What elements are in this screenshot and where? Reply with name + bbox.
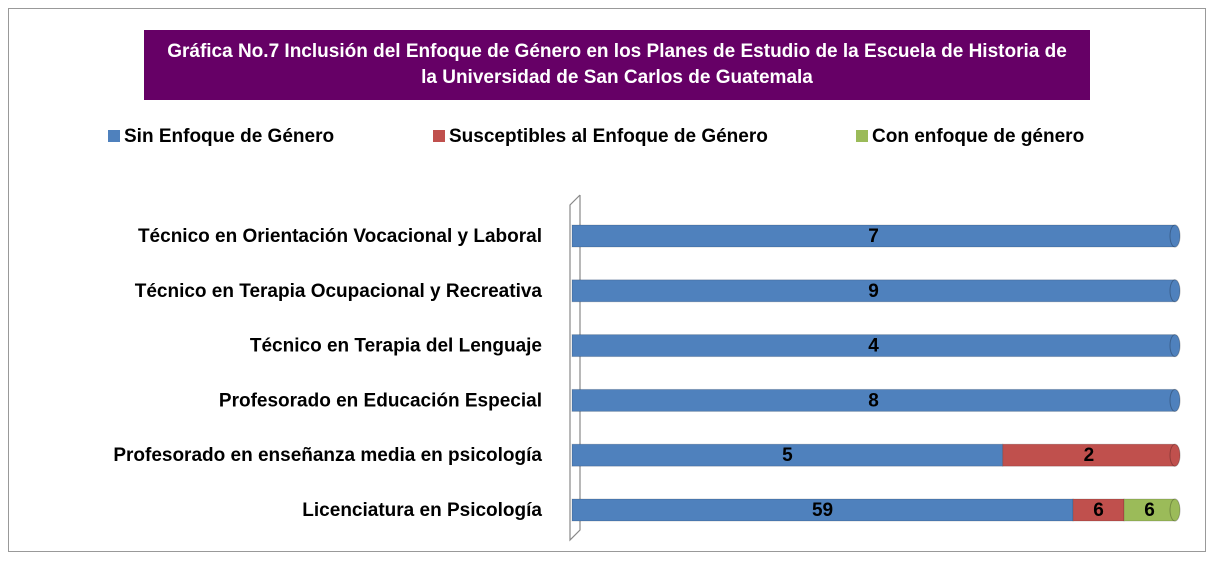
bar-end [1169, 279, 1181, 303]
data-label: 6 [1144, 500, 1155, 521]
bar-end [1169, 498, 1181, 522]
y-tick-label: Profesorado en enseñanza media en psicol… [113, 445, 542, 466]
legend-label: Con enfoque de género [872, 126, 1084, 147]
legend-swatch [433, 130, 445, 142]
y-tick-label: Profesorado en Educación Especial [219, 390, 542, 411]
legend-label: Sin Enfoque de Género [124, 126, 334, 147]
bar-end [1169, 388, 1181, 412]
chart-frame [8, 8, 1206, 552]
y-tick-label: Licenciatura en Psicología [302, 500, 542, 521]
legend-label: Susceptibles al Enfoque de Género [449, 126, 768, 147]
chart-title: Gráfica No.7 Inclusión del Enfoque de Gé… [144, 30, 1090, 100]
data-label: 9 [868, 281, 879, 302]
data-label: 7 [868, 226, 879, 247]
data-label: 8 [868, 390, 879, 411]
bar-end [1169, 443, 1181, 467]
data-label: 4 [868, 336, 879, 357]
data-label: 2 [1084, 445, 1095, 466]
bar-end [1169, 224, 1181, 248]
data-label: 5 [782, 445, 793, 466]
axis-wall [569, 194, 581, 542]
y-tick-label: Técnico en Terapia del Lenguaje [250, 336, 542, 357]
legend-swatch [108, 130, 120, 142]
y-tick-label: Técnico en Orientación Vocacional y Labo… [138, 226, 542, 247]
data-label: 59 [812, 500, 833, 521]
bar-end [1169, 334, 1181, 358]
y-tick-label: Técnico en Terapia Ocupacional y Recreat… [135, 281, 543, 302]
data-label: 6 [1093, 500, 1104, 521]
legend-swatch [856, 130, 868, 142]
